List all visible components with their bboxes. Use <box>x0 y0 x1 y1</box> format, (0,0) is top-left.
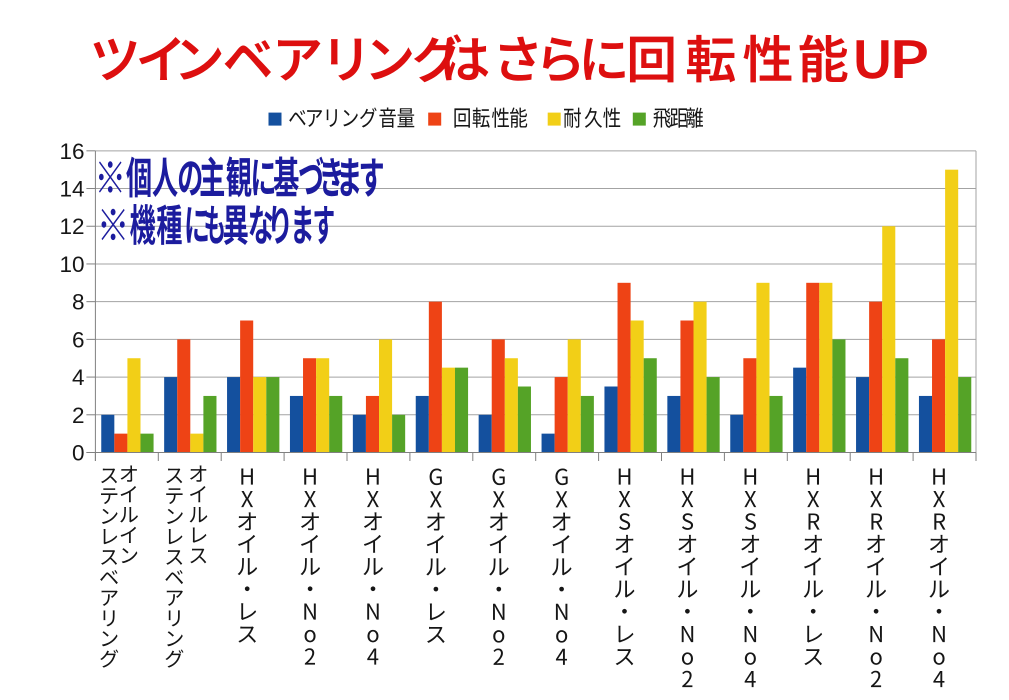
svg-text:12: 12 <box>59 214 84 239</box>
svg-text:4: 4 <box>72 365 85 390</box>
svg-text:14: 14 <box>59 177 84 202</box>
svg-text:2: 2 <box>72 403 85 428</box>
svg-text:0: 0 <box>72 441 85 466</box>
svg-text:10: 10 <box>59 252 84 277</box>
svg-text:6: 6 <box>72 327 85 352</box>
svg-text:16: 16 <box>59 139 84 164</box>
svg-text:8: 8 <box>72 290 85 315</box>
